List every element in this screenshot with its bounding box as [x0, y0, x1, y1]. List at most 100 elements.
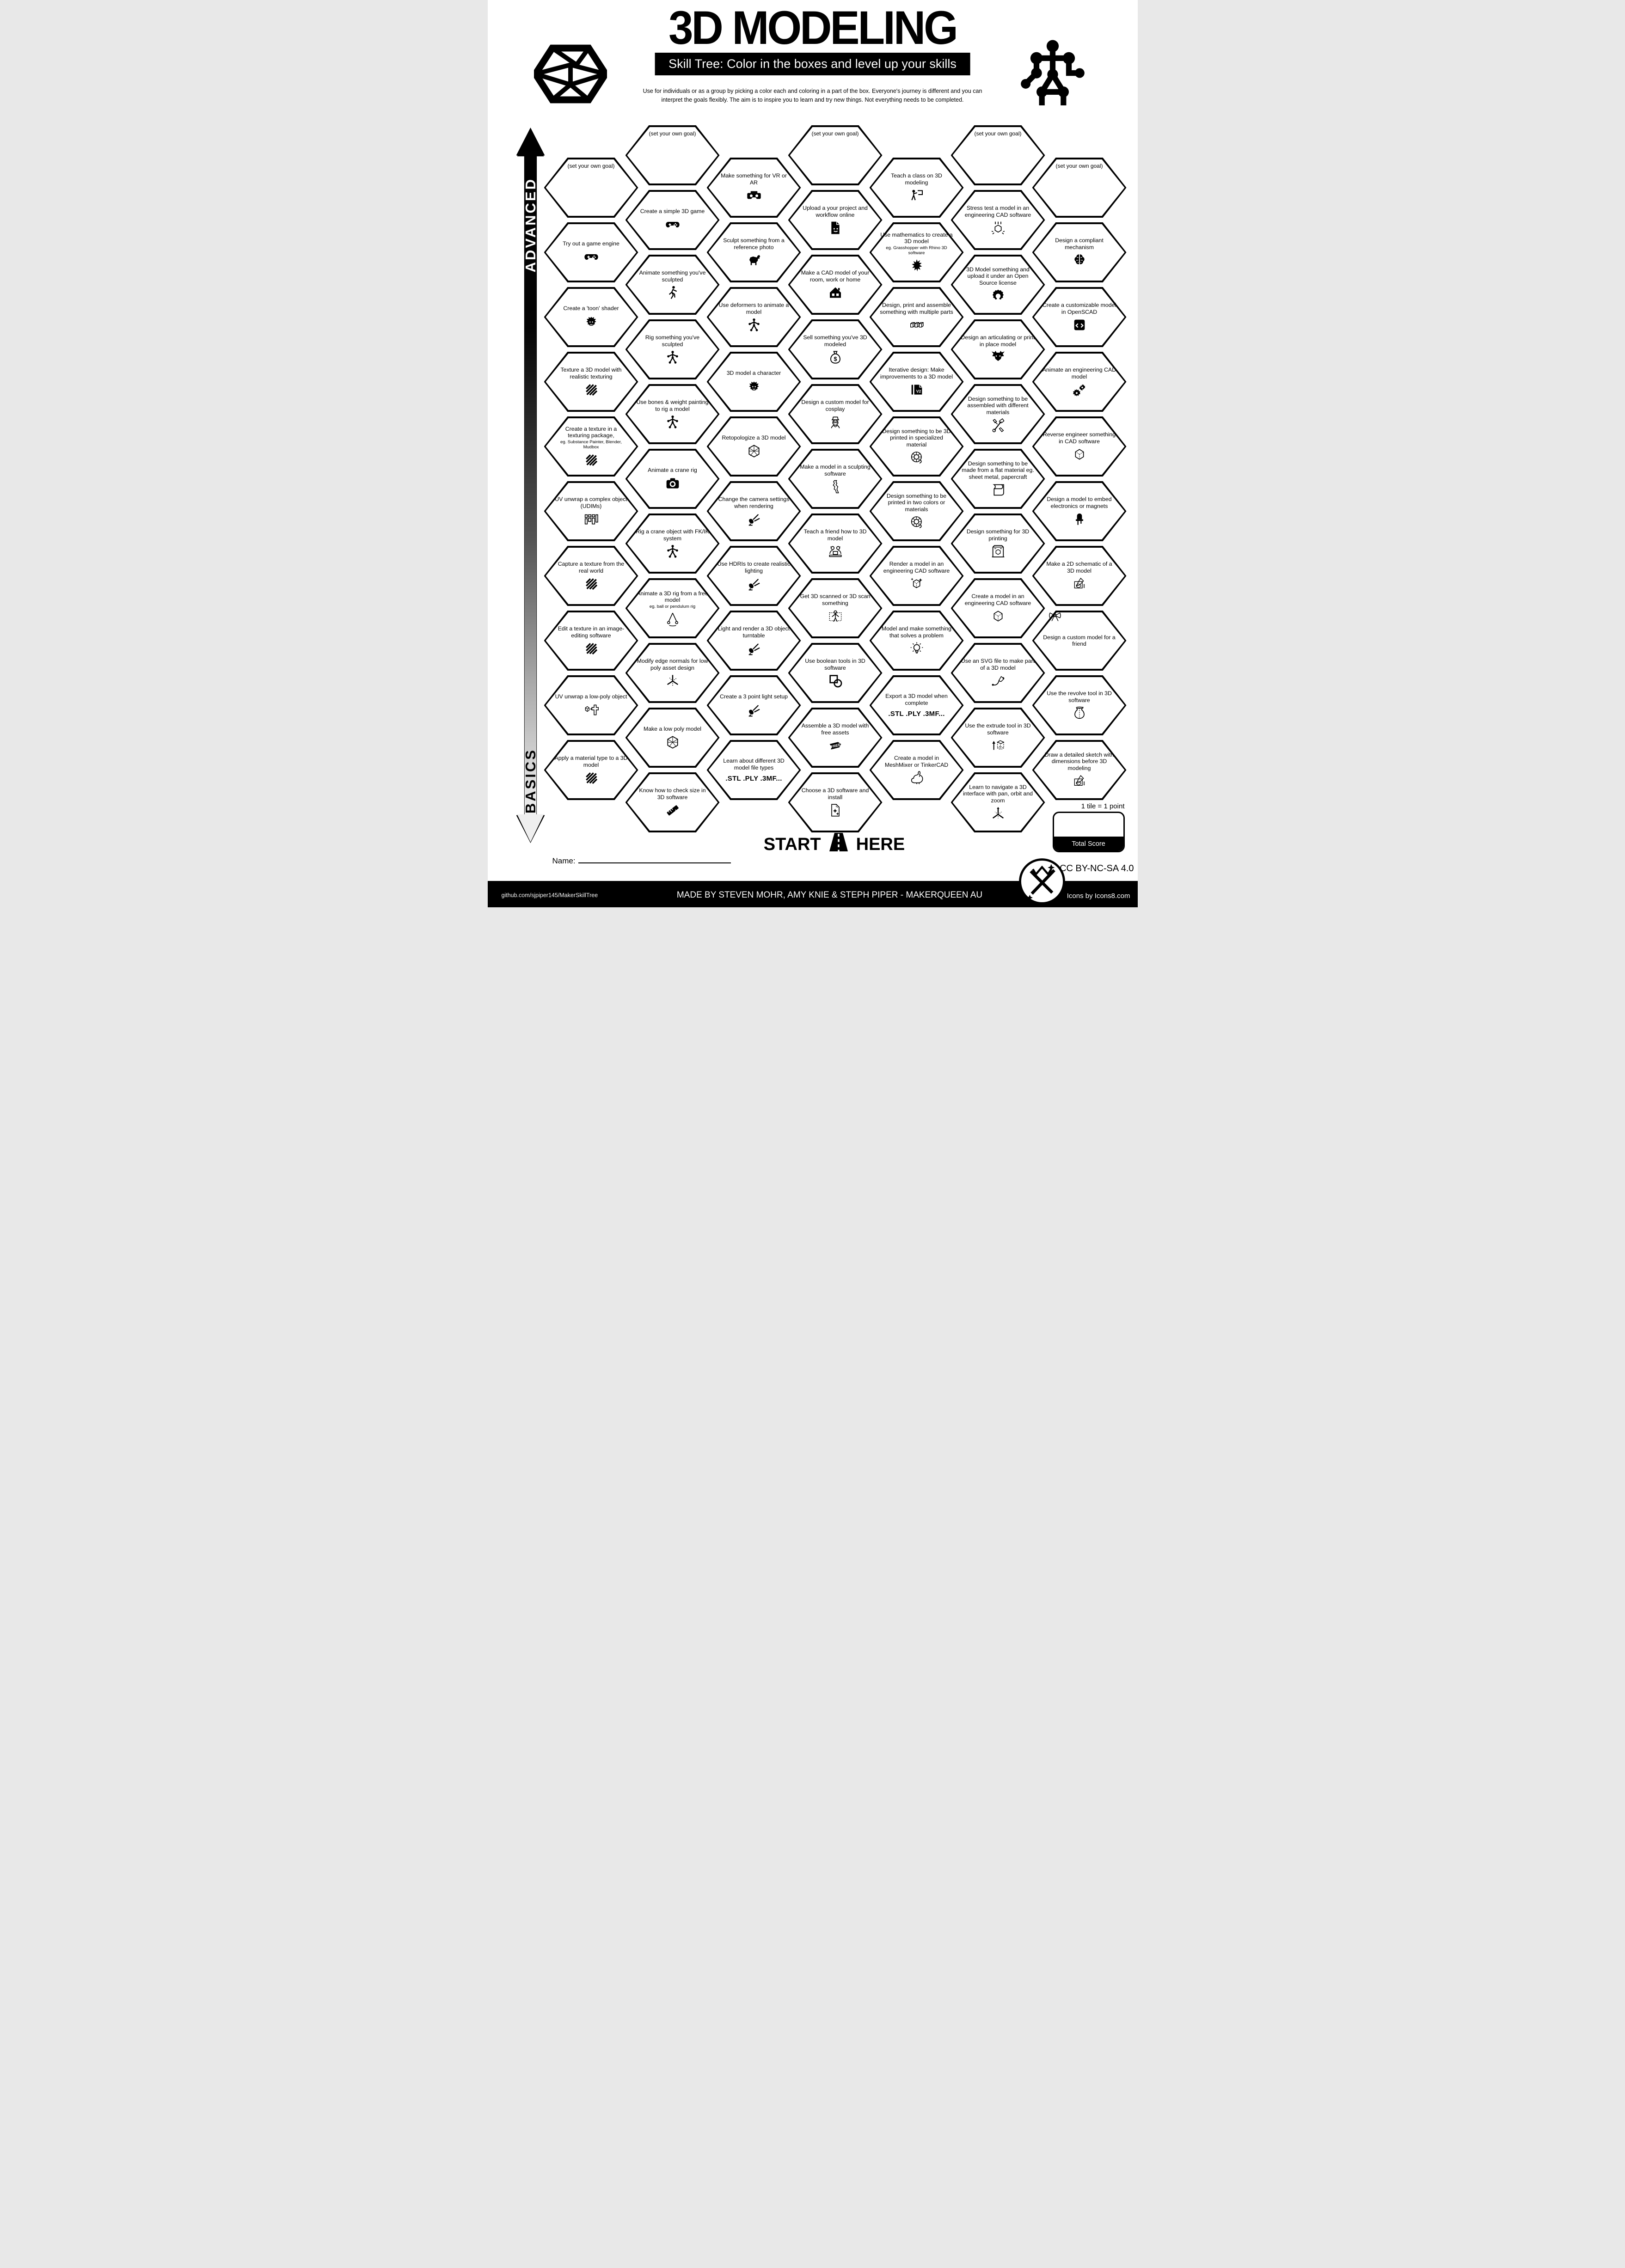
hex-tile[interactable]: Teach a friend how to 3D model: [788, 514, 883, 574]
description: Use for individuals or as a group by pic…: [488, 87, 1138, 105]
hex-label: Model and make something that solves a p…: [881, 625, 952, 639]
hex-tile[interactable]: Model and make something that solves a p…: [869, 611, 964, 671]
hex-label: Edit a texture in an image-editing softw…: [558, 625, 625, 639]
hex-fill: [1034, 289, 1125, 345]
hex-fill: [1034, 677, 1125, 734]
hex-tile[interactable]: Design a model to embed electronics or m…: [1032, 481, 1127, 541]
hex-tile[interactable]: Sculpt something from a reference photo: [706, 222, 801, 282]
hex-tile[interactable]: Use an SVG file to make part of a 3D mod…: [950, 643, 1045, 703]
name-line[interactable]: [578, 855, 731, 863]
hex-tile[interactable]: UV unwrap a complex object (UDIMs): [544, 481, 638, 541]
hex-tile[interactable]: Make something for VR or AR: [706, 158, 801, 218]
hex-tile[interactable]: Reverse engineer something in CAD softwa…: [1032, 416, 1127, 477]
hex-tile[interactable]: Get 3D scanned or 3D scan something: [788, 578, 883, 638]
hex-tile[interactable]: (set your own goal): [625, 125, 720, 185]
hex-tile[interactable]: Make a 2D schematic of a 3D model: [1032, 546, 1127, 606]
hex-tile[interactable]: Design a custom model for cosplay: [788, 384, 883, 444]
hex-tile[interactable]: Rig something you've sculpted: [625, 319, 720, 379]
hex-tile[interactable]: Learn to navigate a 3D interface with pa…: [950, 772, 1045, 832]
hex-tile[interactable]: 3D model a character: [706, 352, 801, 412]
hex-tile[interactable]: (set your own goal): [1032, 158, 1127, 218]
hex-content: Use an SVG file to make part of a 3D mod…: [961, 646, 1035, 700]
name-label: Name:: [552, 856, 576, 865]
hex-tile[interactable]: Use the revolve tool in 3D software: [1032, 675, 1127, 735]
hex-tile[interactable]: Design, print and assemble something wit…: [869, 287, 964, 347]
hex-tile[interactable]: Design something to be 3D printed in spe…: [869, 416, 964, 477]
hex-tile[interactable]: Use boolean tools in 3D software: [788, 643, 883, 703]
cubes-icon: [909, 318, 924, 332]
stripes-icon: [584, 641, 599, 656]
hex-tile[interactable]: Export a 3D model when complete .STL .PLY…: [869, 675, 964, 735]
tools-icon: [991, 418, 1006, 433]
hex-tile[interactable]: Make a low poly model: [625, 708, 720, 768]
rabbit-icon: [909, 770, 924, 785]
hex-tile[interactable]: Animate something you've sculpted: [625, 255, 720, 315]
hex-tile[interactable]: Animate an engineering CAD model: [1032, 352, 1127, 412]
hex-tile[interactable]: UV unwrap a low-poly object: [544, 675, 638, 735]
hex-tile[interactable]: Create a model in MeshMixer or TinkerCAD: [869, 740, 964, 800]
hex-tile[interactable]: Apply a material type to a 3D model: [544, 740, 638, 800]
hex-tile[interactable]: (set your own goal): [950, 125, 1045, 185]
hex-content: UV unwrap a low-poly object: [554, 678, 628, 733]
hex-tile[interactable]: Use deformers to animate a model: [706, 287, 801, 347]
hex-tile[interactable]: Change the camera settings when renderin…: [706, 481, 801, 541]
unwrap-icon: [584, 703, 599, 717]
hex-tile[interactable]: Design something to be assembled with di…: [950, 384, 1045, 444]
footer-repo-link[interactable]: github.com/sjpiper145/MakerSkillTree: [501, 892, 598, 899]
hex-tile[interactable]: Rig a crane object with FK/IK system: [625, 514, 720, 574]
hex-tile[interactable]: Upload a your project and workflow onlin…: [788, 190, 883, 250]
hex-content: Animate an engineering CAD model: [1042, 355, 1116, 409]
hex-tile[interactable]: Retopologize a 3D model: [706, 416, 801, 477]
hex-tile[interactable]: (set your own goal): [544, 158, 638, 218]
hex-label: Use HDRIs to create realistic lighting: [717, 561, 791, 574]
sketch-icon: [1072, 576, 1087, 591]
total-score-box[interactable]: Total Score: [1052, 812, 1125, 852]
hex-tile[interactable]: Design something to be made from a flat …: [950, 449, 1045, 509]
hex-tile[interactable]: Teach a class on 3D modeling: [869, 158, 964, 218]
hex-tile[interactable]: Texture a 3D model with realistic textur…: [544, 352, 638, 412]
hex-tile[interactable]: Create a texture in a texturing package,…: [544, 416, 638, 477]
hex-tile[interactable]: (set your own goal): [788, 125, 883, 185]
hex-tile[interactable]: Know how to check size in 3D software: [625, 772, 720, 832]
hex-tile[interactable]: Assemble a 3D model with free assets FREE: [788, 708, 883, 768]
hex-tile[interactable]: Modify edge normals for low poly asset d…: [625, 643, 720, 703]
hex-tile[interactable]: Animate a 3D rig from a free model eg. ba…: [625, 578, 720, 638]
hex-tile[interactable]: Learn about different 3D model file type…: [706, 740, 801, 800]
poster-page: 3D MODELING Skill Tree: Color in the box…: [487, 0, 1138, 907]
hex-tile[interactable]: Design a compliant mechanism: [1032, 222, 1127, 282]
hex-tile[interactable]: Use mathematics to create a 3D model eg. …: [869, 222, 964, 282]
hex-tile[interactable]: Design a custom model for a friend: [1032, 611, 1127, 671]
hex-label: Design something for 3D printing: [966, 528, 1030, 542]
stripes-icon: [584, 382, 599, 397]
hex-tile[interactable]: Use HDRIs to create realistic lighting: [706, 546, 801, 606]
hex-tile[interactable]: Design something to be printed in two co…: [869, 481, 964, 541]
bulb-icon: [909, 641, 924, 656]
hex-label: Use boolean tools in 3D software: [805, 658, 865, 671]
hex-tile[interactable]: Use bones & weight painting to rig a mod…: [625, 384, 720, 444]
hex-tile[interactable]: Capture a texture from the real world: [544, 546, 638, 606]
hex-tile[interactable]: Draw a detailed sketch with dimensions b…: [1032, 740, 1127, 800]
hex-tile[interactable]: Animate a crane rig: [625, 449, 720, 509]
hex-tile[interactable]: Design an articulating or print in place…: [950, 319, 1045, 379]
hex-tile[interactable]: Create a model in an engineering CAD sof…: [950, 578, 1045, 638]
hex-tile[interactable]: Sell something you've 3D modeled $: [788, 319, 883, 379]
hex-tile[interactable]: Make a CAD model of your room, work or h…: [788, 255, 883, 315]
hex-tile[interactable]: Edit a texture in an image-editing softw…: [544, 611, 638, 671]
hex-tile[interactable]: Use the extrude tool in 3D software: [950, 708, 1045, 768]
hex-content: Design an articulating or print in place…: [961, 322, 1035, 377]
hex-tile[interactable]: Create a 3 point light setup: [706, 675, 801, 735]
hex-label: Upload a your project and workflow onlin…: [803, 205, 868, 218]
hex-tile[interactable]: Design something for 3D printing: [950, 514, 1045, 574]
hex-tile[interactable]: Light and render a 3D object turntable: [706, 611, 801, 671]
hex-tile[interactable]: Try out a game engine: [544, 222, 638, 282]
hex-tile[interactable]: Render a model in an engineering CAD sof…: [869, 546, 964, 606]
hex-content: Animate something you've sculpted: [636, 257, 710, 312]
hex-tile[interactable]: Choose a 3D software and install: [788, 772, 883, 832]
hex-tile[interactable]: Stress test a model in an engineering CA…: [950, 190, 1045, 250]
hex-tile[interactable]: Create a simple 3D game: [625, 190, 720, 250]
hex-tile[interactable]: Create a customizable model in OpenSCAD: [1032, 287, 1127, 347]
hex-tile[interactable]: Iterative design: Make improvements to a…: [869, 352, 964, 412]
hex-tile[interactable]: Make a model in a sculpting software: [788, 449, 883, 509]
hex-tile[interactable]: 3D Model something and upload it under a…: [950, 255, 1045, 315]
hex-tile[interactable]: Create a 'toon' shader: [544, 287, 638, 347]
